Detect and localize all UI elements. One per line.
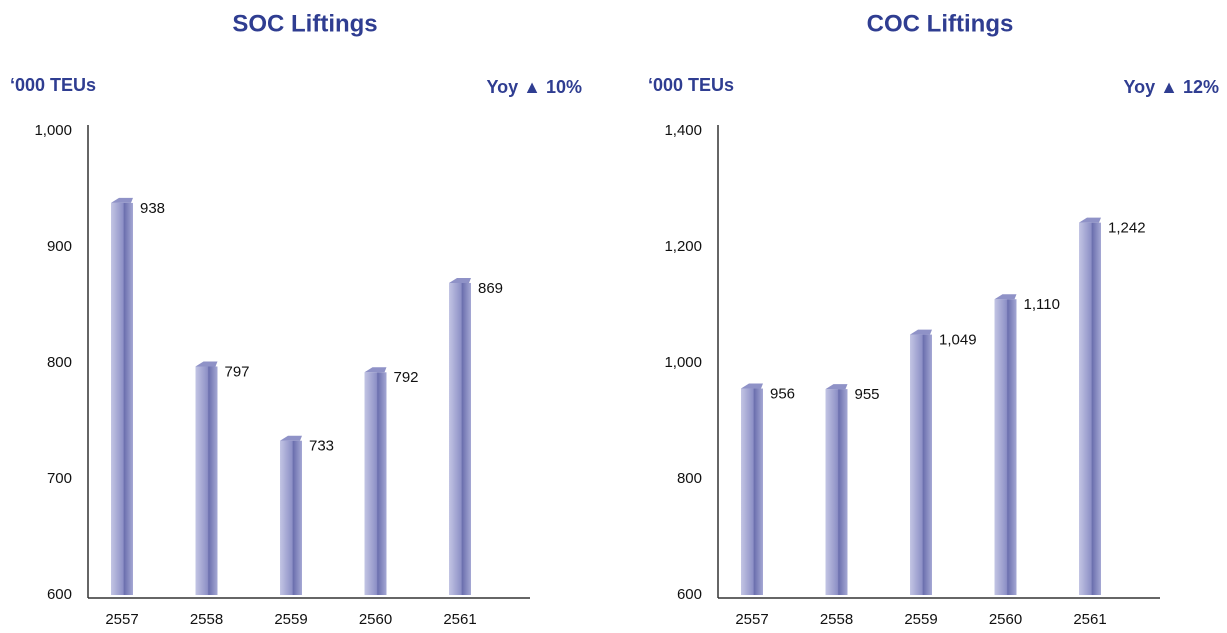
bar-cap [741,383,763,389]
y-axis-label: ‘000 TEUs [10,75,96,95]
y-tick-label: 1,000 [664,354,702,371]
chart-title: COC Liftings [867,10,1014,37]
bar [195,366,218,595]
data-label: 1,242 [1108,220,1146,237]
bar [449,282,471,595]
x-tick-label: 2560 [989,611,1022,628]
bar [111,202,133,596]
bar-cap [195,361,218,367]
y-tick-label: 600 [677,586,702,603]
bar-cap [111,197,133,203]
data-label: 955 [855,386,880,403]
x-tick-label: 2560 [359,611,392,628]
y-tick-label: 600 [47,586,72,603]
bar [994,299,1017,595]
x-tick-label: 2561 [1073,611,1106,628]
x-tick-label: 2559 [904,611,937,628]
bar [280,440,302,595]
data-label: 1,049 [939,332,977,349]
y-tick-label: 1,200 [664,238,702,255]
x-tick-label: 2559 [274,611,307,628]
y-tick-label: 700 [47,470,72,487]
y-tick-label: 1,000 [34,122,72,139]
bar [364,372,387,595]
data-label: 733 [309,438,334,455]
chart-title: SOC Liftings [232,10,377,37]
data-label: 956 [770,385,795,402]
bar-cap [994,294,1017,300]
data-label: 792 [394,369,419,386]
x-tick-label: 2557 [105,611,138,628]
x-tick-label: 2561 [443,611,476,628]
data-label: 797 [225,363,250,380]
x-tick-label: 2558 [820,611,853,628]
bar-cap [364,367,387,373]
y-tick-label: 900 [47,238,72,255]
y-tick-label: 800 [677,470,702,487]
data-label: 1,110 [1024,296,1060,313]
data-label: 938 [140,200,165,217]
annotation: Yoy ▲ 12% [1123,77,1219,97]
bar-cap [449,277,471,283]
bar [741,388,763,595]
x-tick-label: 2557 [735,611,768,628]
x-tick-label: 2558 [190,611,223,628]
annotation: Yoy ▲ 10% [486,77,582,97]
bar-cap [910,329,932,335]
bar [1079,222,1101,595]
y-tick-label: 800 [47,354,72,371]
data-label: 869 [478,280,503,297]
bar-cap [825,384,848,390]
y-tick-label: 1,400 [664,122,702,139]
bar [825,389,848,595]
y-axis-label: ‘000 TEUs [648,75,734,95]
bar-cap [1079,217,1101,223]
bar [910,334,932,595]
bar-cap [280,435,302,441]
